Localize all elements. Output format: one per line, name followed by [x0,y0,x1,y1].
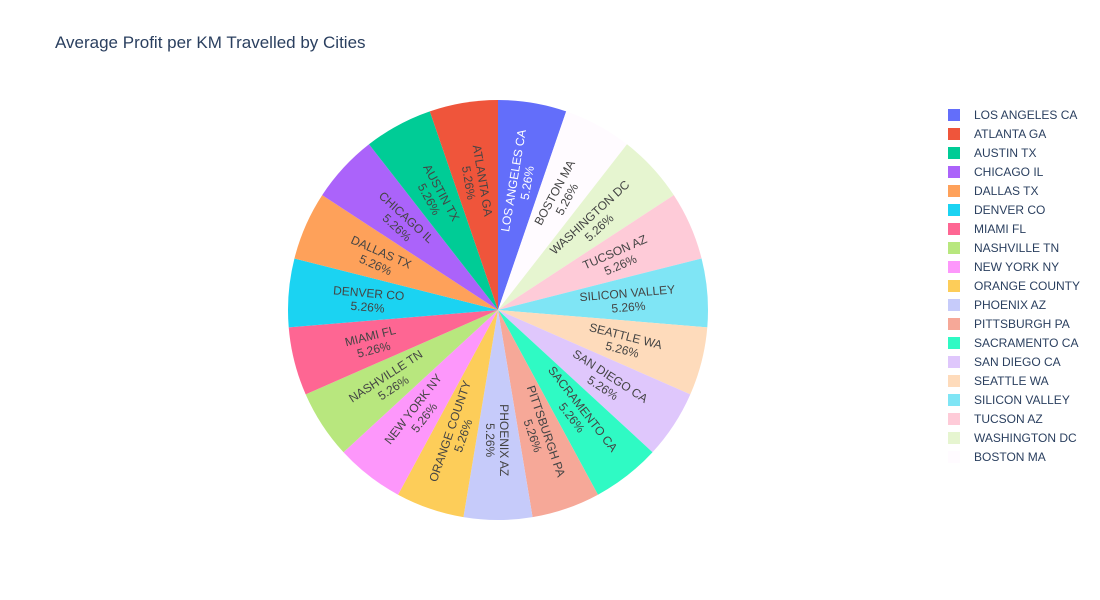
legend-item-dallas-tx[interactable]: DALLAS TX [948,184,1038,198]
slice-label-phoenix-az: PHOENIX AZ5.26% [483,404,511,476]
legend-swatch-pittsburgh-pa [948,318,960,330]
legend-swatch-austin-tx [948,147,960,159]
pie-slice-new-york-ny[interactable] [343,310,498,495]
pie-slice-tucson-az[interactable] [498,195,702,310]
legend-label-san-diego-ca: SAN DIEGO CA [974,355,1061,369]
legend-swatch-chicago-il [948,166,960,178]
legend-label-austin-tx: AUSTIN TX [974,146,1036,160]
legend-swatch-new-york-ny [948,261,960,273]
slice-label-denver-co: DENVER CO5.26% [331,283,404,317]
legend-item-tucson-az[interactable]: TUCSON AZ [948,412,1043,426]
legend-item-sacramento-ca[interactable]: SACRAMENTO CA [948,336,1078,350]
legend-swatch-orange-county [948,280,960,292]
pie-slice-miami-fl[interactable] [288,310,498,395]
pie-slice-boston-ma[interactable] [498,111,627,310]
pie-slice-washington-dc[interactable] [498,144,674,310]
legend-label-atlanta-ga: ATLANTA GA [974,127,1046,141]
pie-slice-seattle-wa[interactable] [498,310,708,395]
legend-label-silicon-valley: SILICON VALLEY [974,393,1070,407]
pie-slice-los-angeles-ca[interactable] [498,100,567,310]
legend-label-chicago-il: CHICAGO IL [974,165,1044,179]
legend-item-orange-county[interactable]: ORANGE COUNTY [948,279,1080,293]
legend-swatch-silicon-valley [948,394,960,406]
legend-swatch-miami-fl [948,223,960,235]
legend-label-dallas-tx: DALLAS TX [974,184,1038,198]
legend-label-orange-county: ORANGE COUNTY [974,279,1080,293]
legend-swatch-san-diego-ca [948,356,960,368]
pie-slice-phoenix-az[interactable] [463,310,533,521]
pie-slice-austin-tx[interactable] [369,111,498,310]
legend-label-seattle-wa: SEATTLE WA [974,374,1049,388]
pie-slice-chicago-il[interactable] [322,144,498,310]
legend-label-phoenix-az: PHOENIX AZ [974,298,1046,312]
legend-item-new-york-ny[interactable]: NEW YORK NY [948,260,1059,274]
legend-item-san-diego-ca[interactable]: SAN DIEGO CA [948,355,1061,369]
pie-slice-pittsburgh-pa[interactable] [498,310,598,518]
legend-label-denver-co: DENVER CO [974,203,1045,217]
pie-slice-sacramento-ca[interactable] [498,310,653,495]
pie-slice-denver-co[interactable] [288,258,498,328]
legend-item-pittsburgh-pa[interactable]: PITTSBURGH PA [948,317,1070,331]
legend-label-nashville-tn: NASHVILLE TN [974,241,1059,255]
pie-slice-silicon-valley[interactable] [498,258,708,328]
pie-slice-atlanta-ga[interactable] [429,100,498,310]
legend-item-silicon-valley[interactable]: SILICON VALLEY [948,393,1070,407]
pie-slice-orange-county[interactable] [398,310,498,518]
pie-slice-nashville-tn[interactable] [305,310,498,453]
pie-slice-dallas-tx[interactable] [294,195,498,310]
legend-label-boston-ma: BOSTON MA [974,450,1046,464]
legend-item-washington-dc[interactable]: WASHINGTON DC [948,431,1077,445]
legend-item-phoenix-az[interactable]: PHOENIX AZ [948,298,1046,312]
legend-label-los-angeles-ca: LOS ANGELES CA [974,108,1077,122]
legend-label-pittsburgh-pa: PITTSBURGH PA [974,317,1070,331]
legend-item-atlanta-ga[interactable]: ATLANTA GA [948,127,1046,141]
legend-item-denver-co[interactable]: DENVER CO [948,203,1045,217]
legend-item-seattle-wa[interactable]: SEATTLE WA [948,374,1049,388]
legend-item-los-angeles-ca[interactable]: LOS ANGELES CA [948,108,1077,122]
legend-label-sacramento-ca: SACRAMENTO CA [974,336,1078,350]
legend-label-new-york-ny: NEW YORK NY [974,260,1059,274]
legend-swatch-tucson-az [948,413,960,425]
legend-label-miami-fl: MIAMI FL [974,222,1026,236]
legend-swatch-atlanta-ga [948,128,960,140]
legend-swatch-los-angeles-ca [948,109,960,121]
legend-swatch-washington-dc [948,432,960,444]
legend-swatch-phoenix-az [948,299,960,311]
chart-title: Average Profit per KM Travelled by Citie… [55,33,366,52]
legend-swatch-seattle-wa [948,375,960,387]
legend-item-nashville-tn[interactable]: NASHVILLE TN [948,241,1059,255]
legend-label-washington-dc: WASHINGTON DC [974,431,1077,445]
legend-item-austin-tx[interactable]: AUSTIN TX [948,146,1036,160]
legend-swatch-sacramento-ca [948,337,960,349]
legend-swatch-nashville-tn [948,242,960,254]
legend-item-boston-ma[interactable]: BOSTON MA [948,450,1046,464]
legend-swatch-boston-ma [948,451,960,463]
legend-item-chicago-il[interactable]: CHICAGO IL [948,165,1044,179]
legend-swatch-dallas-tx [948,185,960,197]
legend-swatch-denver-co [948,204,960,216]
pie-slice-san-diego-ca[interactable] [498,310,691,453]
legend-label-tucson-az: TUCSON AZ [974,412,1043,426]
legend-item-miami-fl[interactable]: MIAMI FL [948,222,1026,236]
